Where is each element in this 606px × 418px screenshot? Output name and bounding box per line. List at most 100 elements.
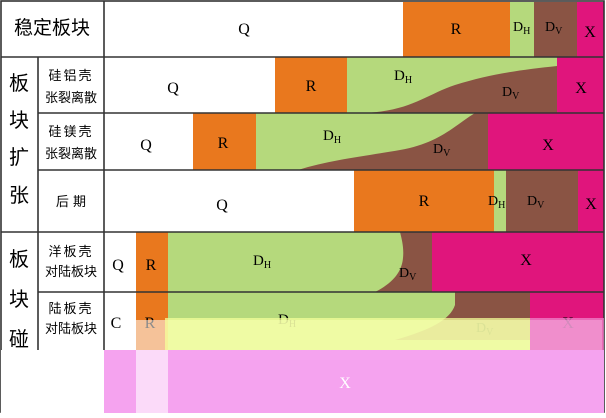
label-h-sub: H <box>523 26 530 37</box>
svg-text:DH: DH <box>394 68 412 86</box>
label-d: D <box>488 194 498 209</box>
label-d: D <box>513 20 523 35</box>
label-c: C <box>111 315 122 332</box>
svg-text:DV: DV <box>527 194 545 211</box>
row-label-si-al-2: 张裂离散 <box>45 90 97 106</box>
label-x: X <box>585 196 597 213</box>
row-label-ocean-2: 对陆板块 <box>45 264 97 280</box>
svg-text:DV: DV <box>433 142 451 159</box>
header-expansion-char: 张 <box>9 183 29 207</box>
segment-q <box>104 232 136 292</box>
segment-r <box>193 113 256 170</box>
header-collision-char: 块 <box>9 287 29 311</box>
label-r: R <box>146 257 157 274</box>
overlay-artifact: X <box>1 318 604 413</box>
segment-r <box>136 232 168 292</box>
segment-dv <box>375 232 432 292</box>
row-label-land-1: 陆板壳 <box>48 301 93 317</box>
row-si-al: Q R DH DV X <box>104 57 604 113</box>
label-d: D <box>253 253 264 269</box>
label-q: Q <box>167 80 179 97</box>
label-h-sub: H <box>264 260 271 271</box>
overlay-pink-lighten <box>136 350 168 413</box>
segment-r <box>275 57 347 113</box>
segment-q <box>104 57 275 113</box>
segment-dv <box>534 2 577 57</box>
svg-text:DV: DV <box>399 266 417 283</box>
label-x: X <box>520 252 532 269</box>
svg-text:DH: DH <box>323 128 341 146</box>
header-expansion-char: 块 <box>9 108 29 132</box>
row-label-si-mg-2: 张裂离散 <box>45 146 97 162</box>
label-q: Q <box>140 137 152 154</box>
segment-dv <box>506 170 578 232</box>
label-d: D <box>545 20 555 35</box>
row-label-land-2: 对陆板块 <box>45 321 97 337</box>
label-v-sub: V <box>443 148 451 159</box>
label-h-sub: H <box>334 135 341 146</box>
segment-x <box>488 113 604 170</box>
label-q: Q <box>112 257 124 274</box>
segment-r <box>354 170 494 232</box>
segment-dv <box>360 66 557 113</box>
label-q: Q <box>216 197 228 214</box>
label-x: X <box>584 24 596 41</box>
label-v-sub: V <box>537 200 545 211</box>
label-v-sub: V <box>512 91 520 102</box>
segment-q <box>104 170 354 232</box>
label-v-sub: V <box>555 26 563 37</box>
row-label-si-mg-1: 硅镁壳 <box>48 125 93 140</box>
label-r: R <box>419 193 430 210</box>
label-x: X <box>542 137 554 154</box>
overlay-yellow <box>165 318 530 352</box>
segment-dh <box>168 232 432 292</box>
segment-dv <box>298 113 488 170</box>
header-collision-char: 碰 <box>9 327 29 351</box>
row-ocean: Q R DH DV X <box>104 232 604 292</box>
segment-q <box>104 2 403 57</box>
header-expansion-char: 板 <box>9 71 29 95</box>
segment-dh <box>494 170 506 232</box>
svg-text:DV: DV <box>545 20 563 37</box>
label-r: R <box>306 78 317 95</box>
overlay-white-left <box>1 350 104 413</box>
header-collision-char: 板 <box>9 247 29 271</box>
label-d: D <box>527 194 537 209</box>
left-headers: 稳定板块 板 块 扩 张 板 块 碰 硅铝壳 张裂离散 硅镁壳 张裂离散 后 期… <box>9 17 97 351</box>
label-h-sub: H <box>498 200 505 211</box>
label-v-sub: V <box>409 272 417 283</box>
svg-text:DH: DH <box>488 194 505 211</box>
row-late: Q R DH DV X <box>104 170 604 232</box>
label-h-sub: H <box>405 75 412 86</box>
overlay-pink <box>104 350 604 413</box>
overlay-x-fade <box>530 318 604 350</box>
label-x: X <box>575 80 587 97</box>
segment-x <box>432 232 604 292</box>
header-expansion-char: 扩 <box>9 145 29 169</box>
row-label-ocean-1: 洋板壳 <box>48 245 93 260</box>
svg-text:DH: DH <box>513 20 530 37</box>
label-d: D <box>394 68 405 84</box>
svg-text:DH: DH <box>253 253 271 271</box>
segment-r <box>403 2 510 57</box>
label-r: R <box>218 135 229 152</box>
svg-text:DV: DV <box>502 85 520 102</box>
header-stable: 稳定板块 <box>14 17 90 39</box>
row-label-late: 后 期 <box>56 195 86 210</box>
segment-x <box>577 2 604 57</box>
label-d: D <box>323 128 334 144</box>
row-label-si-al-1: 硅铝壳 <box>48 69 93 84</box>
label-d: D <box>433 142 443 157</box>
label-r: R <box>451 21 462 38</box>
label-d: D <box>502 85 512 100</box>
segment-dh <box>510 2 534 57</box>
row-stable: Q R DH DV X <box>104 2 604 57</box>
label-d: D <box>399 266 409 281</box>
row-si-mg: Q R DH DV X <box>104 113 604 170</box>
segment-q <box>104 113 193 170</box>
label-q: Q <box>238 21 250 38</box>
segment-x <box>578 170 604 232</box>
segment-x <box>557 57 604 113</box>
